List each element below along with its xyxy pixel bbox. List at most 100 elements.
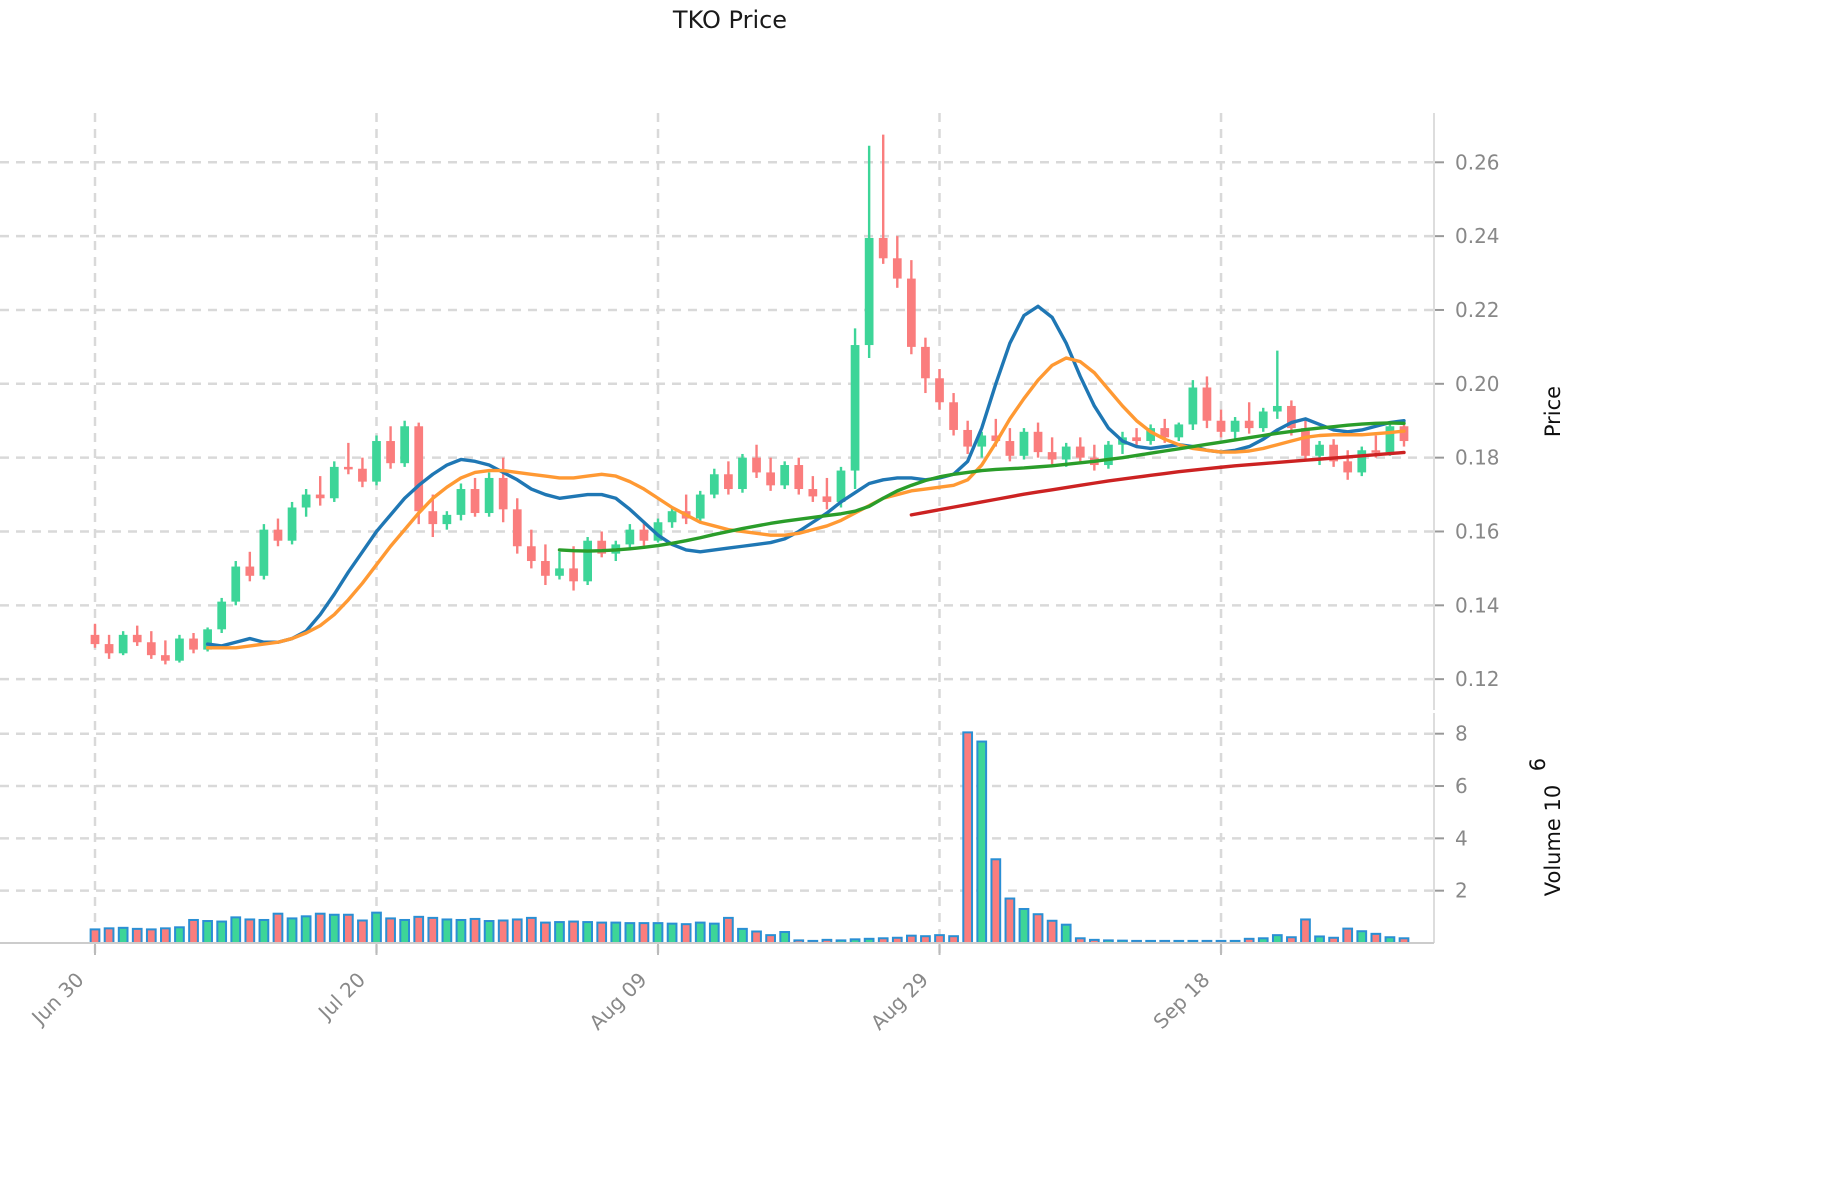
- candle-body: [822, 496, 832, 502]
- candlestick: [1287, 400, 1296, 436]
- volume-bar: [469, 917, 481, 945]
- volume-bar: [610, 921, 622, 944]
- volume-bar: [906, 934, 917, 945]
- page-title: TKO Price: [672, 6, 788, 34]
- ma-line-ma_mid: [205, 356, 1406, 650]
- candle-body: [1033, 431, 1043, 453]
- price-tick-label: 0.22: [1455, 298, 1500, 322]
- volume-bar: [652, 922, 664, 944]
- candle-body: [104, 644, 114, 654]
- volume-layer: [89, 731, 1410, 945]
- volume-bar: [596, 921, 608, 944]
- ma-line-ma_short: [205, 304, 1406, 648]
- candle-body: [695, 494, 705, 519]
- candlestick: [667, 507, 677, 528]
- candle-body: [146, 642, 156, 656]
- candlestick: [977, 431, 987, 458]
- volume-bar: [525, 916, 537, 945]
- candle-body: [301, 494, 311, 508]
- candle-body: [541, 561, 550, 576]
- candle-body: [343, 466, 353, 470]
- candlestick: [118, 631, 128, 656]
- candlestick: [1258, 407, 1268, 432]
- volume-bar: [1271, 934, 1283, 945]
- candlestick: [1174, 422, 1184, 442]
- candlestick: [597, 531, 607, 558]
- candlestick: [470, 477, 480, 517]
- volume-bar: [413, 915, 425, 945]
- volume-bar: [145, 928, 157, 944]
- candle-body: [639, 529, 649, 541]
- candle-body: [1357, 450, 1367, 473]
- candlestick: [1188, 380, 1198, 430]
- volume-bar: [934, 934, 945, 945]
- candlestick: [541, 544, 550, 586]
- candlestick: [343, 442, 353, 475]
- candle-body: [709, 474, 719, 495]
- candlestick: [512, 498, 522, 554]
- candlestick: [949, 393, 958, 436]
- candle-body: [808, 489, 818, 497]
- candle-body: [484, 477, 494, 514]
- volume-bar: [441, 918, 453, 945]
- price-tick-label: 0.12: [1455, 667, 1500, 691]
- candlestick: [146, 631, 156, 659]
- price-tick-label: 0.18: [1455, 446, 1500, 470]
- volume-bar: [666, 922, 678, 944]
- candlestick: [287, 501, 297, 545]
- volume-bar: [342, 913, 354, 945]
- candlestick: [175, 634, 184, 663]
- candle-body: [1230, 420, 1240, 432]
- candlestick: [414, 422, 424, 525]
- candlestick: [1089, 444, 1099, 471]
- candle-body: [400, 426, 410, 464]
- candle-body: [498, 477, 508, 510]
- candlestick: [315, 476, 325, 506]
- candlestick: [780, 461, 790, 490]
- candlestick: [681, 494, 691, 525]
- volume-bar: [962, 731, 974, 944]
- candlestick: [1315, 441, 1324, 466]
- candlestick: [907, 260, 916, 355]
- candlestick: [1033, 422, 1043, 458]
- candlestick: [1104, 441, 1113, 469]
- ma-line-ma_long: [557, 421, 1406, 553]
- candlestick: [709, 468, 719, 499]
- candlestick: [428, 494, 438, 538]
- candle-body: [1287, 405, 1296, 429]
- candlestick: [1357, 446, 1367, 477]
- candlestick: [569, 546, 578, 591]
- volume-bar: [1342, 927, 1354, 945]
- candlestick: [1343, 450, 1353, 480]
- volume-bar: [624, 922, 636, 944]
- candle-body: [1343, 461, 1353, 473]
- candle-body: [456, 489, 466, 515]
- volume-bar: [638, 922, 650, 944]
- candle-body: [949, 402, 958, 430]
- date-tick-label: Aug 29: [866, 968, 933, 1035]
- candle-body: [1272, 405, 1282, 412]
- candlestick: [892, 236, 902, 288]
- candlestick: [921, 337, 930, 394]
- volume-bar: [751, 930, 762, 944]
- candlestick: [695, 490, 705, 523]
- candle-body: [1315, 444, 1324, 456]
- candlestick: [1005, 428, 1015, 462]
- volume-bar: [976, 740, 988, 944]
- volume-bar: [314, 912, 326, 945]
- volume-bar: [990, 858, 1002, 944]
- price-axis-title: Price: [1541, 386, 1565, 437]
- candle-body: [583, 540, 592, 582]
- volume-bar: [694, 921, 706, 944]
- volume-bar: [779, 931, 791, 945]
- candle-body: [1329, 444, 1338, 462]
- candle-body: [569, 568, 578, 582]
- candlestick: [245, 551, 255, 582]
- volume-bar: [230, 916, 242, 945]
- candle-body: [977, 435, 987, 447]
- volume-bar: [511, 918, 523, 945]
- candle-body: [597, 540, 607, 554]
- candlestick: [1385, 422, 1395, 456]
- price-tick-label: 0.14: [1455, 593, 1500, 617]
